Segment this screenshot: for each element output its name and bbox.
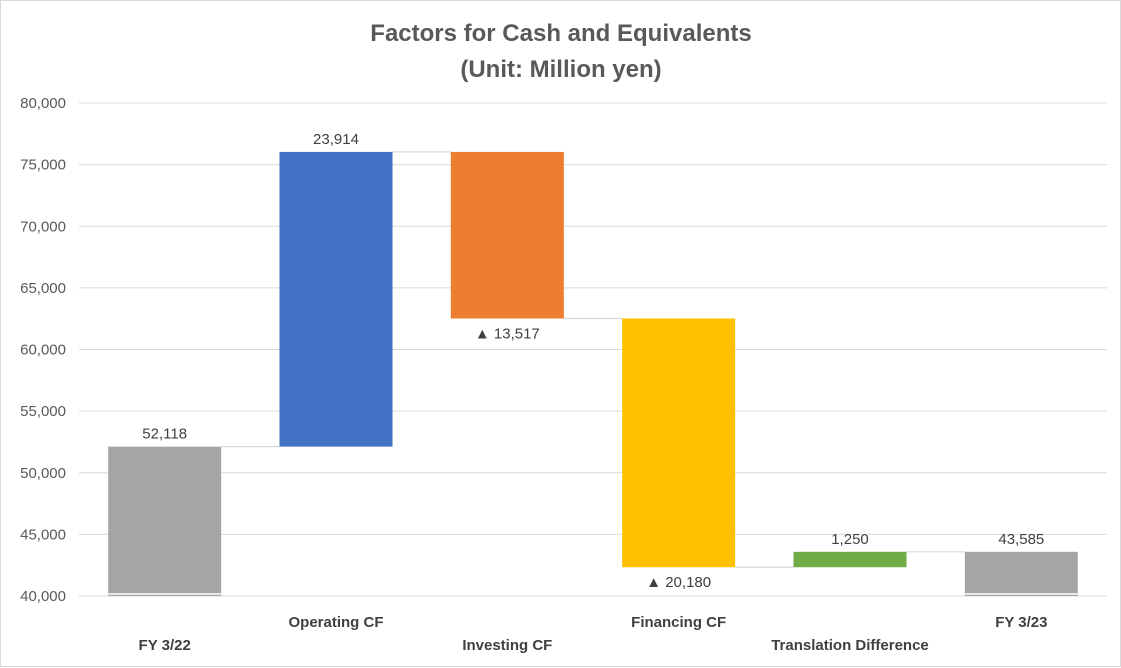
data-label-translation-difference: 1,250 — [831, 531, 869, 548]
category-label-translation-difference: Translation Difference — [771, 637, 929, 654]
category-labels: FY 3/22 Operating CF Investing CF Financing… — [139, 614, 1048, 654]
data-labels: 52,118 23,914 ▲ 13,517 ▲ 20,180 1,250 43,585 — [142, 131, 1044, 591]
bar-operating-cf — [279, 151, 393, 447]
data-label-operating-cf: 23,914 — [313, 131, 359, 148]
bar-financing-cf — [622, 318, 736, 568]
y-tick-label: 60,000 — [20, 342, 66, 359]
gridlines — [79, 102, 1107, 597]
category-label-investing-cf: Investing CF — [462, 637, 552, 654]
bar-fy-3-23 — [964, 551, 1078, 596]
chart-title-line-1: Factors for Cash and Equivalents — [370, 20, 751, 47]
y-tick-label: 45,000 — [20, 526, 66, 543]
chart-title: Factors for Cash and Equivalents (Unit: … — [370, 20, 751, 83]
bars — [108, 151, 1078, 596]
y-tick-label: 50,000 — [20, 465, 66, 482]
chart-title-line-2: (Unit: Million yen) — [460, 56, 661, 83]
bar-fy-3-22 — [108, 446, 222, 596]
y-tick-label: 65,000 — [20, 280, 66, 297]
data-label-financing-cf: ▲ 20,180 — [646, 574, 711, 591]
y-tick-label: 70,000 — [20, 218, 66, 235]
connector-lines — [221, 151, 965, 568]
category-label-financing-cf: Financing CF — [631, 614, 726, 631]
y-tick-label: 40,000 — [20, 588, 66, 605]
data-label-fy-3-23: 43,585 — [998, 531, 1044, 548]
bar-translation-difference — [793, 551, 907, 568]
data-label-fy-3-22: 52,118 — [142, 426, 187, 443]
category-label-operating-cf: Operating CF — [288, 614, 383, 631]
category-label-fy-3-22: FY 3/22 — [139, 637, 191, 654]
bar-investing-cf — [450, 151, 564, 319]
y-tick-label: 80,000 — [20, 95, 66, 112]
y-tick-label: 75,000 — [20, 157, 66, 174]
y-tick-label: 55,000 — [20, 403, 66, 420]
y-axis-ticks: 40,000 45,000 50,000 55,000 60,000 65,000 70,0… — [20, 95, 66, 605]
data-label-investing-cf: ▲ 13,517 — [475, 326, 540, 343]
category-label-fy-3-23: FY 3/23 — [995, 614, 1047, 631]
